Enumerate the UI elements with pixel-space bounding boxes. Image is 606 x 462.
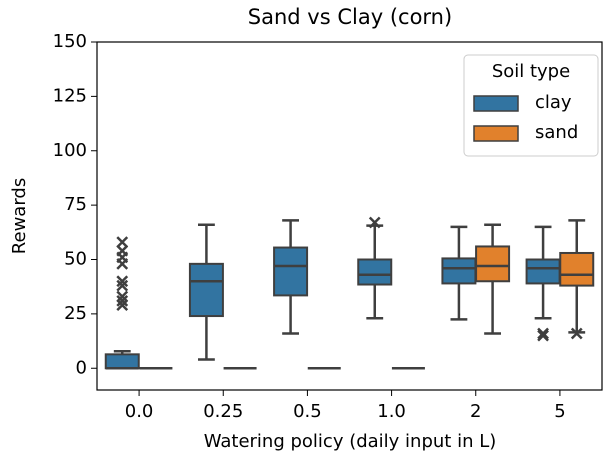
legend-swatch xyxy=(473,95,519,112)
outlier xyxy=(570,327,583,340)
outlier xyxy=(116,257,129,270)
x-tick-label: 0.5 xyxy=(293,401,322,422)
y-tick-label: 0 xyxy=(76,357,87,378)
y-tick-label: 100 xyxy=(53,140,87,161)
legend-swatch xyxy=(473,125,519,142)
outlier xyxy=(537,327,549,340)
legend-title: Soil type xyxy=(492,61,570,82)
box xyxy=(475,245,511,283)
x-axis-label: Watering policy (daily input in L) xyxy=(204,431,497,452)
legend-label: sand xyxy=(535,122,578,143)
y-tick-label: 75 xyxy=(64,194,87,215)
outlier xyxy=(116,236,129,248)
box xyxy=(188,262,224,318)
y-tick-label: 25 xyxy=(64,303,87,324)
box xyxy=(441,257,477,285)
x-tick-label: 0.25 xyxy=(203,401,243,422)
outlier xyxy=(537,329,549,342)
outlier xyxy=(116,275,129,288)
outlier xyxy=(116,299,129,312)
outlier xyxy=(368,216,381,229)
outlier xyxy=(116,290,129,303)
box xyxy=(559,251,595,287)
x-tick-label: 5 xyxy=(554,401,565,422)
outlier xyxy=(116,279,129,292)
y-axis-label: Rewards xyxy=(9,178,30,254)
box xyxy=(273,246,309,297)
x-tick-label: 2 xyxy=(470,401,481,422)
box xyxy=(525,258,561,285)
x-tick-label: 0.0 xyxy=(125,401,154,422)
x-tick-label: 1.0 xyxy=(377,401,406,422)
outlier xyxy=(116,294,129,307)
y-tick-label: 50 xyxy=(64,249,87,270)
box xyxy=(104,353,140,370)
y-tick-label: 125 xyxy=(53,85,87,106)
y-tick-label: 150 xyxy=(53,31,87,52)
box xyxy=(357,258,393,286)
chart-title: Sand vs Clay (corn) xyxy=(248,5,452,29)
legend-label: clay xyxy=(535,92,572,113)
plot-frame xyxy=(96,41,603,391)
